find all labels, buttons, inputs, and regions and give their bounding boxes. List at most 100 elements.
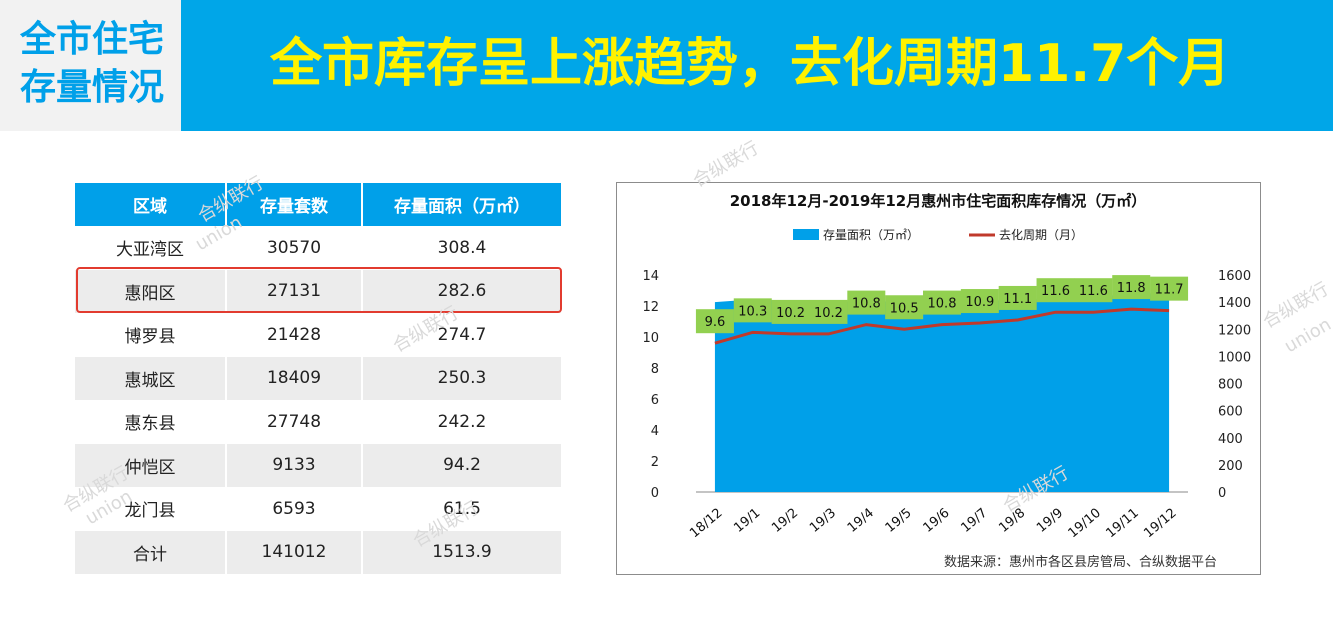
cell-district: 大亚湾区 [75,226,227,270]
cell-units: 27131 [226,269,363,313]
y-left-tick-label: 4 [651,424,659,439]
x-tick-label: 19/12 [1141,506,1179,542]
cell-units: 27748 [226,400,363,444]
table-row: 博罗县 21428 274.7 [75,313,561,357]
cell-area: 61.5 [362,487,561,531]
data-label: 10.2 [776,306,805,321]
cell-units: 9133 [226,443,363,487]
data-label: 11.8 [1117,281,1146,296]
cell-area: 1513.9 [362,530,561,574]
table-row: 龙门县 6593 61.5 [75,487,561,531]
data-label: 11.6 [1041,284,1070,299]
series-line-destock-cycle [714,307,1170,345]
y-left-tick-label: 14 [642,269,659,284]
series-area-inventory [714,292,1170,492]
x-tick-label: 19/11 [1103,506,1141,542]
table-row: 惠东县 27748 242.2 [75,400,561,444]
inventory-chart: 2018年12月-2019年12月惠州市住宅面积库存情况（万㎡） 存量面积（万㎡）… [642,192,1251,570]
data-label-bg [809,299,848,324]
data-label: 10.3 [738,304,767,319]
header-bar [0,0,1333,131]
x-tick-label: 19/10 [1066,506,1104,542]
data-label: 11.7 [1155,283,1184,298]
cell-district: 仲恺区 [75,443,227,487]
legend-line-label: 去化周期（月） [999,228,1083,242]
cell-district: 惠城区 [75,356,227,400]
data-label-bg [733,298,772,323]
x-tick-label: 19/9 [1034,506,1066,536]
x-tick-label: 19/1 [731,506,763,536]
data-label-bg [998,285,1037,310]
table-row: 惠城区 18409 250.3 [75,356,561,400]
data-label: 10.2 [814,306,843,321]
data-label-bg [847,290,886,315]
y-left-tick-label: 0 [651,486,659,501]
cell-area: 282.6 [362,269,561,313]
x-tick-label: 19/4 [845,506,877,536]
cell-area: 274.7 [362,313,561,357]
data-label: 10.8 [928,297,957,312]
data-label: 10.9 [965,295,994,310]
y-right-tick-label: 1400 [1218,296,1251,311]
cell-units: 18409 [226,356,363,400]
section-title-line2: 存量情况 [19,67,164,108]
data-label-bg [1036,278,1075,303]
y-left-tick-label: 2 [651,455,659,470]
chart-panel: 2018年12月-2019年12月惠州市住宅面积库存情况（万㎡） 存量面积（万㎡）… [616,182,1261,575]
chart-title: 2018年12月-2019年12月惠州市住宅面积库存情况（万㎡） [730,192,1146,210]
cell-district: 龙门县 [75,487,227,531]
highlighted-row-frame [76,267,562,313]
source-note: 数据来源：惠州市各区县房管局、合纵数据平台 [944,554,1217,570]
data-label-bg [885,295,924,320]
x-tick-label: 19/2 [769,506,801,536]
y-right-tick-label: 800 [1218,378,1243,393]
cell-district: 合计 [75,530,227,574]
y-right-tick-label: 400 [1218,432,1243,447]
data-label: 9.6 [705,315,726,330]
x-tick-label: 19/3 [807,506,839,536]
page-headline: 全市库存呈上涨趋势，去化周期11.7个月 [270,34,1231,94]
x-tick-label: 19/6 [921,506,953,536]
y-right-tick-label: 200 [1218,459,1243,474]
table-row-highlighted: 惠阳区 27131 282.6 [75,269,561,313]
column-header-district: 区域 [75,183,227,226]
inventory-table: 区域 存量套数 存量面积（万㎡） 大亚湾区 30570 308.4 惠阳区 27131 2… [75,183,561,574]
x-tick-label: 18/12 [687,506,725,542]
table-row: 合计 141012 1513.9 [75,530,561,574]
y-right-tick-label: 600 [1218,405,1243,420]
data-label-bg [960,289,999,314]
cell-units: 30570 [226,226,363,270]
data-label-bg [1074,278,1113,303]
cell-district: 博罗县 [75,313,227,357]
section-title-box: 全市住宅 存量情况 [0,0,181,131]
y-left-tick-label: 6 [651,393,659,408]
cell-area: 308.4 [362,226,561,270]
legend-area-swatch [793,229,819,240]
cell-district: 惠东县 [75,400,227,444]
cell-district: 惠阳区 [75,269,227,313]
data-label-bg [695,309,734,334]
y-right-tick-label: 1000 [1218,350,1251,365]
cell-area: 94.2 [362,443,561,487]
data-label-bg [1112,275,1151,300]
table-row: 大亚湾区 30570 308.4 [75,226,561,270]
cell-area: 242.2 [362,400,561,444]
data-label: 11.1 [1003,292,1032,307]
legend-area-label: 存量面积（万㎡） [823,228,919,242]
x-tick-label: 19/7 [958,506,990,536]
y-right-tick-label: 1600 [1218,269,1251,284]
y-right-tick-label: 0 [1218,486,1226,501]
y-right-tick-label: 1200 [1218,323,1251,338]
data-label-bg [771,299,810,324]
data-label-bg [1150,276,1189,301]
data-label: 10.5 [890,301,919,316]
section-title-line1: 全市住宅 [19,19,164,60]
table-row: 仲恺区 9133 94.2 [75,443,561,487]
data-label: 11.6 [1079,284,1108,299]
y-left-tick-label: 8 [651,362,659,377]
column-header-units: 存量套数 [226,183,363,226]
cell-units: 6593 [226,487,363,531]
data-label-bg [923,290,961,315]
column-header-area: 存量面积（万㎡） [362,183,561,226]
y-left-tick-label: 10 [642,331,659,346]
